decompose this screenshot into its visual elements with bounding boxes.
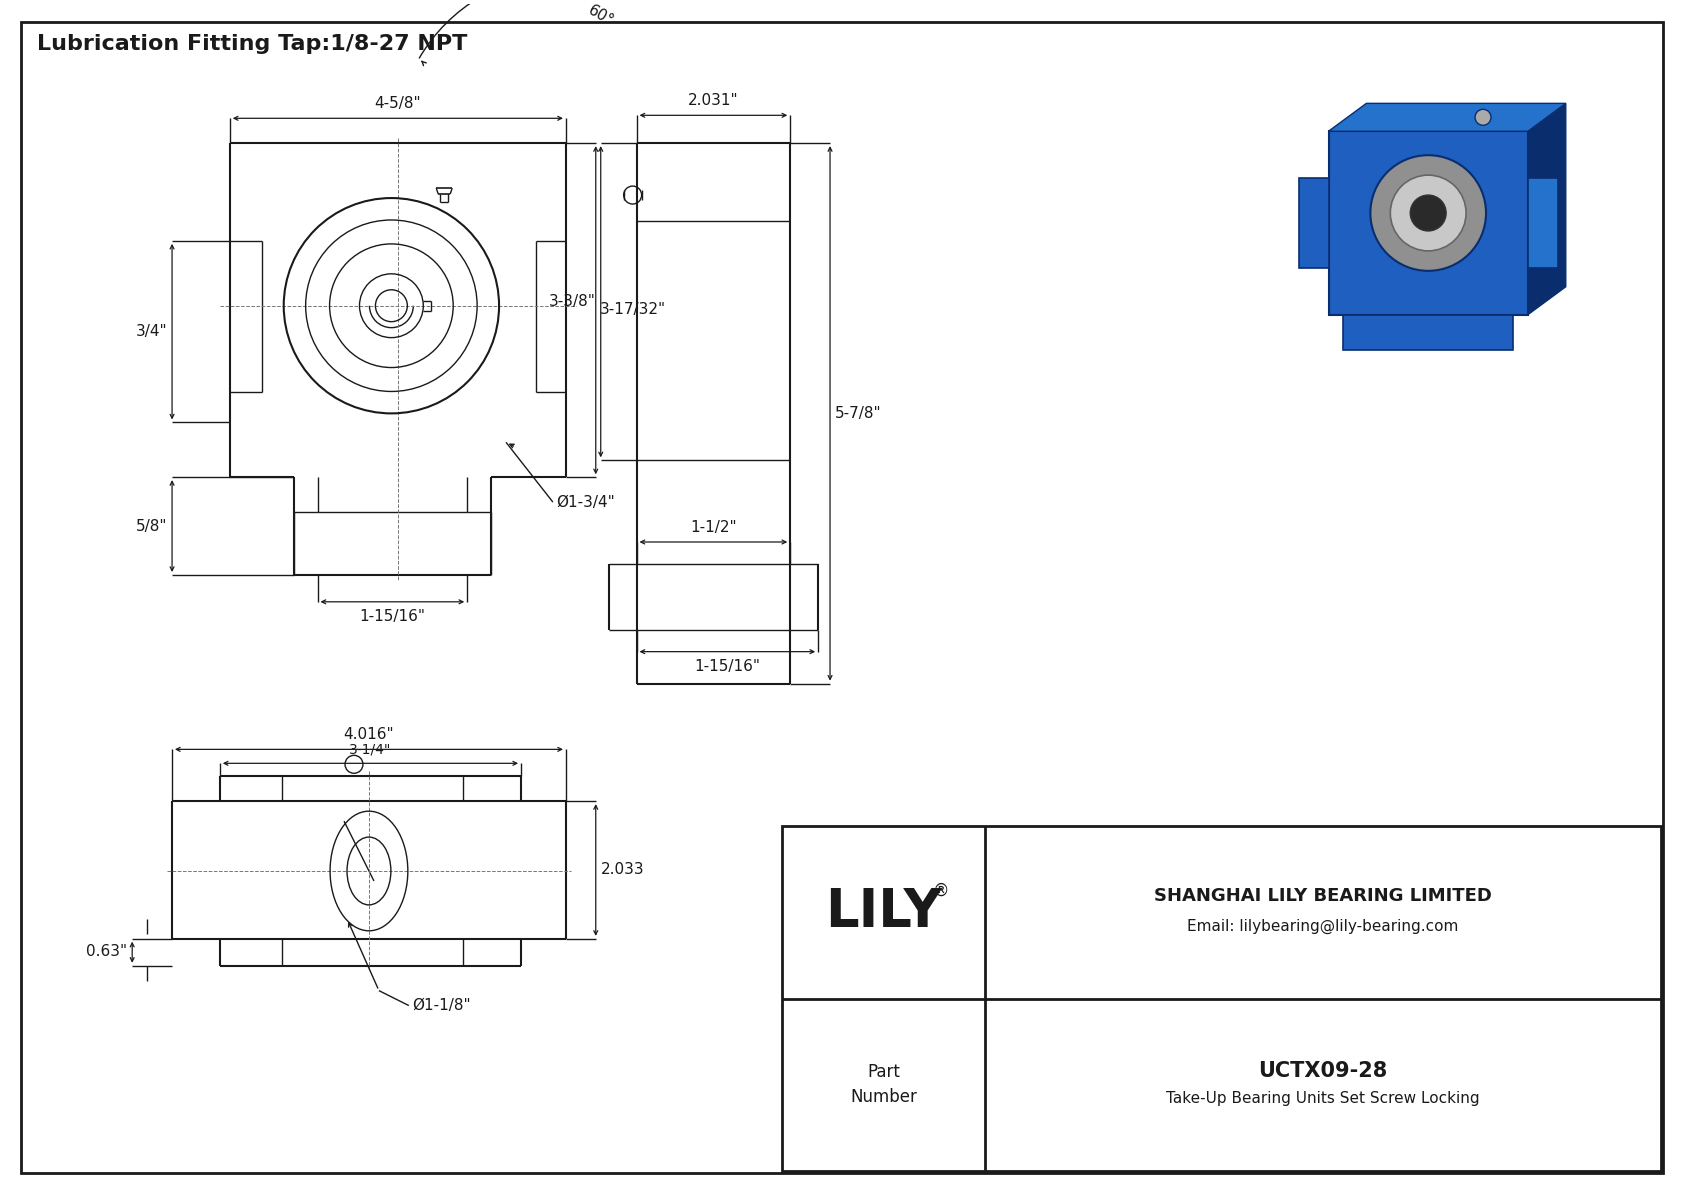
Text: 4-5/8": 4-5/8" (374, 96, 421, 111)
Text: 3-1/4": 3-1/4" (349, 742, 392, 756)
Text: 1-15/16": 1-15/16" (359, 609, 426, 624)
Polygon shape (1527, 179, 1558, 268)
Text: 4.016": 4.016" (344, 728, 394, 742)
Polygon shape (1298, 179, 1329, 268)
Text: 2.033: 2.033 (601, 862, 645, 878)
Text: SHANGHAI LILY BEARING LIMITED: SHANGHAI LILY BEARING LIMITED (1154, 887, 1492, 905)
Text: 2.031": 2.031" (689, 93, 739, 108)
Bar (781, 827, 1662, 1171)
Circle shape (1371, 155, 1485, 270)
Text: 3/4": 3/4" (135, 324, 167, 339)
Text: 60°: 60° (586, 2, 616, 30)
Text: 5/8": 5/8" (136, 518, 167, 534)
Circle shape (1475, 110, 1490, 125)
Text: Email: lilybearing@lily-bearing.com: Email: lilybearing@lily-bearing.com (1187, 918, 1458, 934)
Text: Lubrication Fitting Tap:1/8-27 NPT: Lubrication Fitting Tap:1/8-27 NPT (37, 33, 468, 54)
Text: Take-Up Bearing Units Set Screw Locking: Take-Up Bearing Units Set Screw Locking (1167, 1091, 1480, 1106)
Polygon shape (1329, 104, 1566, 131)
Polygon shape (1527, 104, 1566, 314)
Text: LILY: LILY (825, 886, 941, 939)
Polygon shape (1344, 314, 1512, 350)
Text: ®: ® (933, 881, 950, 899)
Polygon shape (1329, 131, 1527, 314)
Text: Ø1-1/8": Ø1-1/8" (413, 998, 470, 1014)
Text: 5-7/8": 5-7/8" (835, 406, 882, 420)
Text: 1-1/2": 1-1/2" (690, 520, 736, 535)
Circle shape (1410, 195, 1447, 231)
Text: 1-15/16": 1-15/16" (694, 659, 761, 674)
Text: Part
Number: Part Number (850, 1064, 916, 1106)
Text: 3-3/8": 3-3/8" (549, 294, 596, 310)
Text: UCTX09-28: UCTX09-28 (1258, 1061, 1388, 1081)
Text: 0.63": 0.63" (86, 944, 128, 959)
Text: Ø1-3/4": Ø1-3/4" (556, 494, 615, 510)
Circle shape (1391, 175, 1467, 251)
Text: 3-17/32": 3-17/32" (600, 303, 665, 317)
